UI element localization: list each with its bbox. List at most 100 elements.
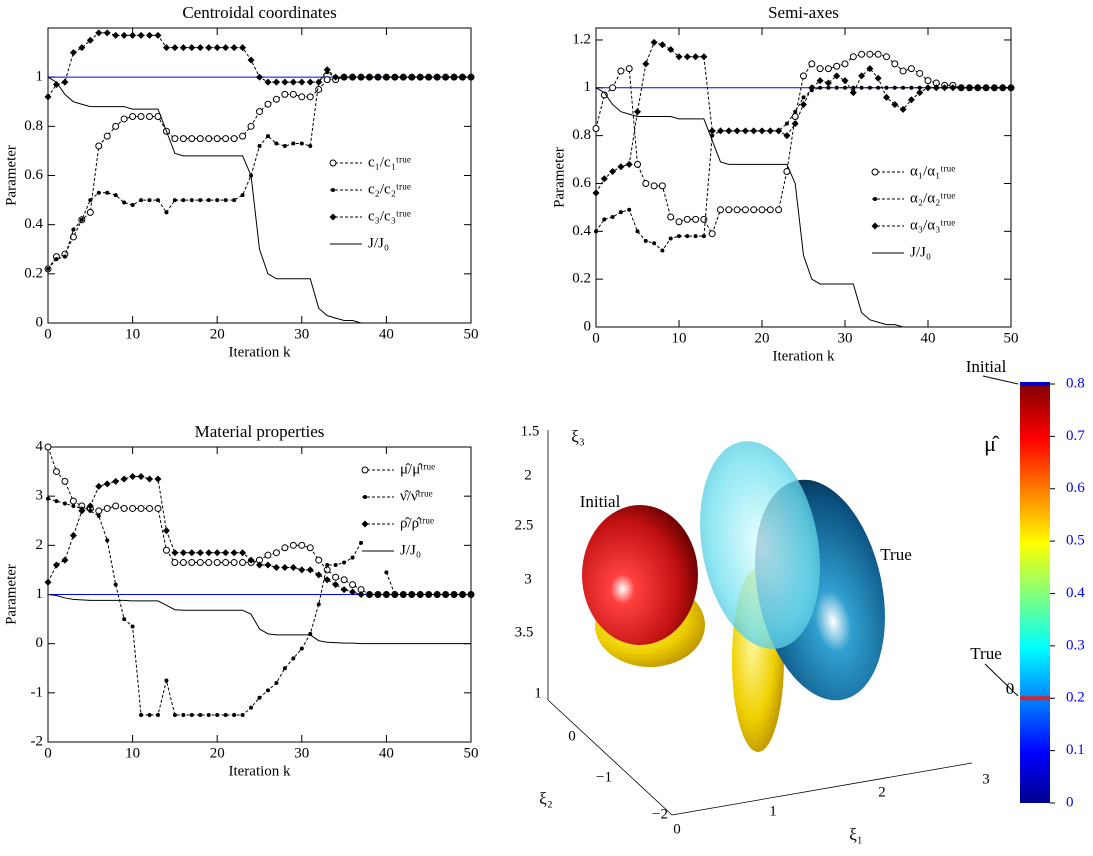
legend-label: α₃/α₃ᵗʳᵘᵉ xyxy=(910,217,955,233)
marker xyxy=(600,175,608,183)
marker xyxy=(86,208,94,216)
series-line xyxy=(47,594,471,645)
marker xyxy=(289,563,297,571)
marker xyxy=(340,576,348,584)
series-line xyxy=(47,76,471,270)
marker xyxy=(323,576,331,584)
marker xyxy=(899,105,907,113)
marker xyxy=(289,541,297,549)
marker xyxy=(808,84,816,92)
marker xyxy=(592,189,600,197)
marker xyxy=(171,559,179,567)
marker xyxy=(791,120,799,128)
marker xyxy=(733,206,741,214)
marker xyxy=(635,229,640,234)
marker xyxy=(281,90,289,98)
marker xyxy=(891,101,899,109)
marker xyxy=(130,203,135,207)
marker xyxy=(223,198,228,203)
marker xyxy=(196,44,204,52)
marker xyxy=(306,93,314,101)
x-axis xyxy=(671,762,973,816)
marker xyxy=(239,549,247,557)
series-line xyxy=(595,53,1011,235)
marker xyxy=(816,65,824,73)
marker xyxy=(658,182,666,190)
marker xyxy=(130,624,135,629)
legend-label: c₂/c₂ᵗʳᵘᵉ xyxy=(368,181,411,197)
series-line xyxy=(47,32,471,98)
marker xyxy=(61,477,69,485)
marker xyxy=(750,206,758,214)
marker xyxy=(299,646,304,651)
marker xyxy=(708,230,716,238)
z-axis-label: ξ₃ xyxy=(571,427,585,446)
marker xyxy=(112,122,120,130)
marker xyxy=(733,127,741,135)
marker xyxy=(758,206,766,214)
marker xyxy=(924,84,932,92)
marker xyxy=(858,50,866,58)
marker xyxy=(834,85,839,90)
marker xyxy=(103,504,111,512)
x-tick-label: 30 xyxy=(294,745,309,761)
marker xyxy=(416,591,424,598)
marker xyxy=(685,234,690,239)
marker xyxy=(198,712,203,717)
marker xyxy=(717,206,724,214)
marker xyxy=(800,101,807,109)
marker xyxy=(205,559,213,567)
marker xyxy=(162,546,170,554)
marker xyxy=(213,44,221,52)
marker xyxy=(264,78,272,86)
z-tick-label: 3.5 xyxy=(515,624,534,640)
x-tick-label: 2 xyxy=(878,784,886,800)
marker xyxy=(137,113,145,120)
y-tick-label: 1.2 xyxy=(572,31,591,47)
marker xyxy=(374,591,382,598)
marker xyxy=(206,712,211,717)
marker xyxy=(433,591,441,598)
y-tick-label: 0.8 xyxy=(24,118,43,134)
marker xyxy=(112,31,120,39)
y-tick-label: 1 xyxy=(36,69,44,85)
marker xyxy=(222,44,230,52)
marker xyxy=(391,591,399,598)
marker xyxy=(966,84,973,92)
marker xyxy=(459,591,467,598)
marker xyxy=(147,198,152,203)
marker xyxy=(95,29,103,37)
y-tick-label: 2 xyxy=(36,537,44,553)
marker xyxy=(349,581,357,589)
colorbar-tick-label: 0 xyxy=(1066,794,1074,810)
marker xyxy=(230,44,238,52)
marker xyxy=(222,559,230,567)
marker xyxy=(600,91,608,99)
marker xyxy=(874,74,882,82)
series-line xyxy=(595,87,1011,328)
marker xyxy=(223,712,228,717)
marker xyxy=(866,50,874,58)
legend-marker xyxy=(871,168,879,176)
marker xyxy=(974,84,982,92)
x-tick-label: 30 xyxy=(838,330,853,346)
marker xyxy=(467,73,475,81)
marker xyxy=(298,541,306,549)
marker xyxy=(188,559,196,567)
colorbar xyxy=(1020,384,1050,803)
marker xyxy=(342,560,347,565)
x-tick-label: 0 xyxy=(673,821,681,837)
marker xyxy=(332,73,340,81)
marker xyxy=(365,591,373,598)
marker xyxy=(239,132,247,140)
marker xyxy=(206,198,211,203)
colorbar-tick-label: 0.4 xyxy=(1066,585,1085,601)
marker xyxy=(459,73,467,81)
marker xyxy=(265,134,270,139)
marker xyxy=(775,127,783,135)
marker xyxy=(69,233,77,241)
marker xyxy=(265,688,270,693)
arrow xyxy=(984,663,1019,697)
marker xyxy=(668,236,673,241)
marker xyxy=(876,85,881,90)
